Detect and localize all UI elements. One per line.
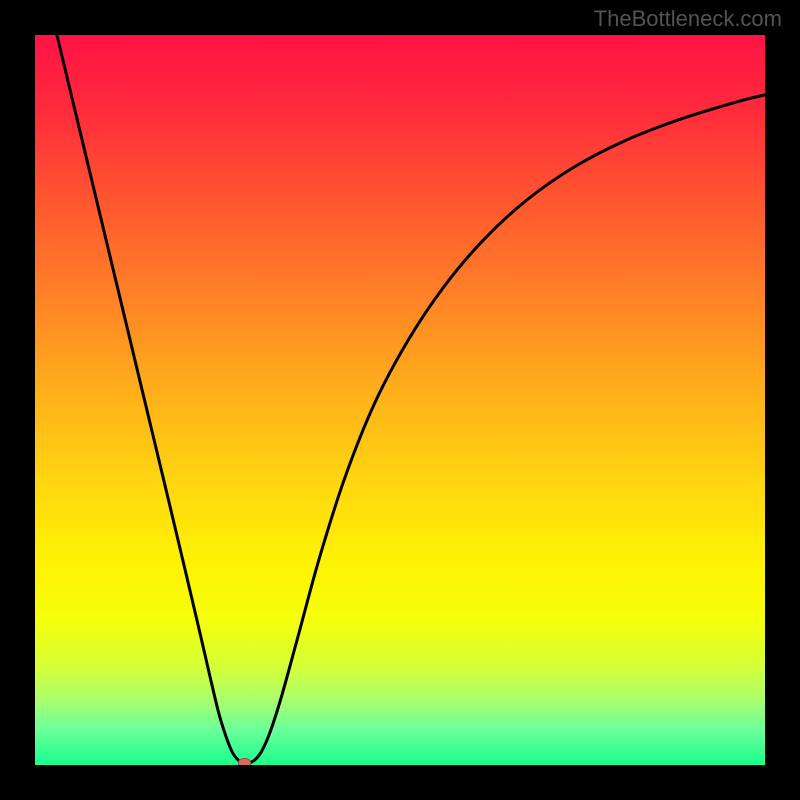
minimum-marker: [238, 758, 250, 765]
chart-svg: [35, 35, 765, 765]
chart-plot-area: [35, 35, 765, 765]
watermark-text: TheBottleneck.com: [594, 6, 782, 32]
